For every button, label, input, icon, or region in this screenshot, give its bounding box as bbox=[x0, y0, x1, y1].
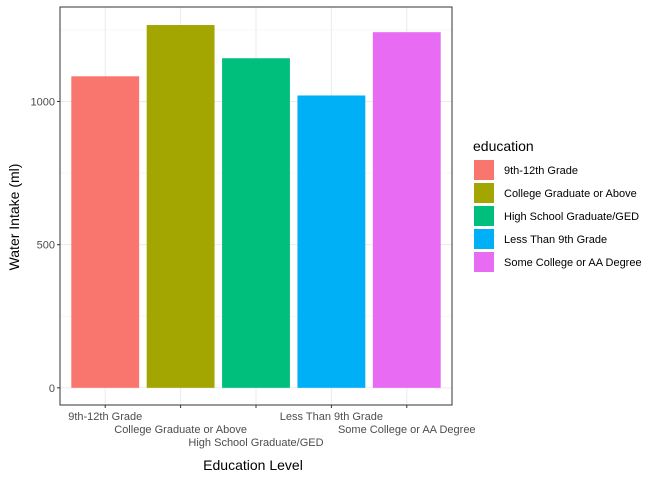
legend-label: Some College or AA Degree bbox=[504, 257, 642, 269]
bar bbox=[146, 25, 215, 388]
y-tick-label: 500 bbox=[37, 240, 55, 252]
legend-key bbox=[474, 160, 494, 180]
x-axis-title: Education Level bbox=[203, 457, 303, 473]
x-tick-label: 9th-12th Grade bbox=[68, 411, 142, 423]
x-tick-label: Less Than 9th Grade bbox=[280, 411, 383, 423]
legend-key bbox=[474, 183, 494, 203]
legend-label: 9th-12th Grade bbox=[504, 165, 578, 177]
legend: education 9th-12th Grade College Graduate… bbox=[473, 138, 642, 272]
y-axis: 0 500 1000 bbox=[31, 96, 60, 395]
x-tick-label: High School Graduate/GED bbox=[188, 437, 323, 449]
bars bbox=[71, 25, 441, 388]
bar bbox=[297, 95, 366, 388]
legend-label: High School Graduate/GED bbox=[504, 211, 639, 223]
y-axis-title: Water Intake (ml) bbox=[6, 164, 22, 271]
bar bbox=[222, 58, 290, 388]
legend-items: 9th-12th Grade College Graduate or Above H… bbox=[474, 160, 642, 272]
legend-key bbox=[474, 229, 494, 249]
legend-key bbox=[474, 252, 494, 272]
y-tick-label: 1000 bbox=[31, 96, 55, 108]
bar bbox=[71, 76, 140, 388]
x-tick-label: Some College or AA Degree bbox=[338, 424, 476, 436]
legend-title: education bbox=[473, 138, 534, 154]
bar bbox=[372, 32, 441, 388]
legend-key bbox=[474, 206, 494, 226]
y-tick-label: 0 bbox=[49, 383, 55, 395]
x-tick-label: College Graduate or Above bbox=[114, 424, 247, 436]
legend-label: College Graduate or Above bbox=[504, 188, 637, 200]
legend-label: Less Than 9th Grade bbox=[504, 234, 607, 246]
